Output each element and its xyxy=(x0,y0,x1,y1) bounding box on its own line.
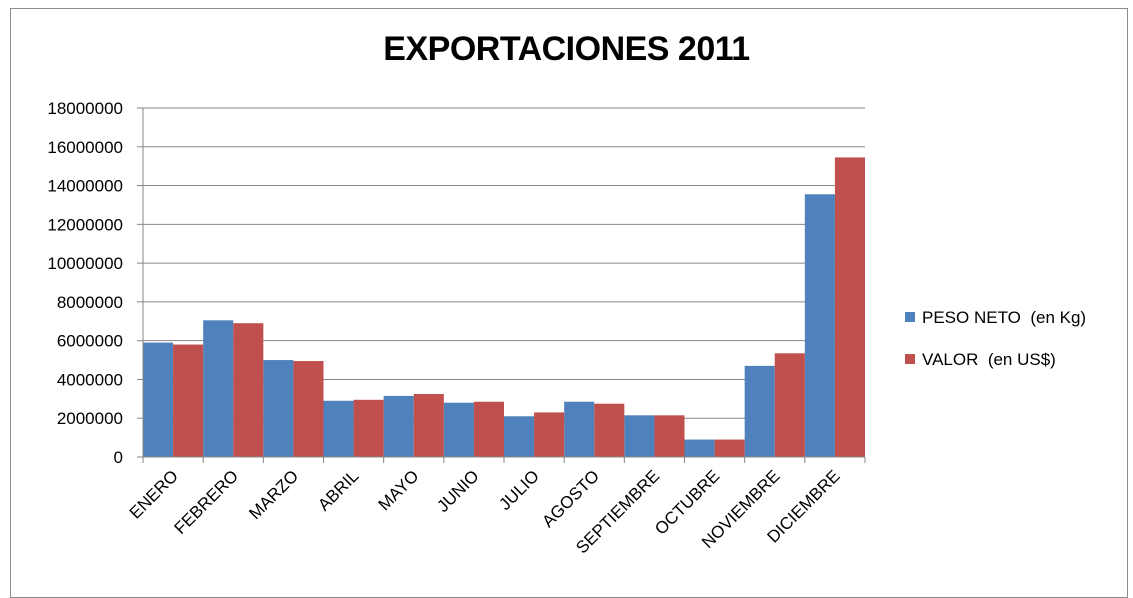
bar-peso-neto-agosto xyxy=(564,401,595,457)
bar-peso-neto-mayo xyxy=(383,395,414,457)
legend-swatch-valor xyxy=(905,354,915,364)
bar-peso-neto-septiembre xyxy=(624,415,655,457)
bar-peso-neto-diciembre xyxy=(804,194,835,457)
x-tick-label: MARZO xyxy=(245,466,302,523)
y-axis-ticks: 0 2000000 4000000 6000000 8000000 10000000 120… xyxy=(47,99,123,467)
y-tick-label: 0 xyxy=(114,448,123,467)
bar-peso-neto-julio xyxy=(504,416,535,457)
y-tick-label: 14000000 xyxy=(47,177,123,196)
bar-peso-neto-enero xyxy=(143,342,174,457)
bar-valor-julio xyxy=(534,412,565,457)
bar-peso-neto-marzo xyxy=(263,360,294,457)
bar-valor-febrero xyxy=(233,323,264,457)
y-tick-label: 16000000 xyxy=(47,138,123,157)
chart-title: EXPORTACIONES 2011 xyxy=(383,30,750,68)
y-tick-label: 2000000 xyxy=(57,409,123,428)
x-tick-label: JULIO xyxy=(495,466,543,514)
bar-valor-marzo xyxy=(293,361,324,457)
y-tick-label: 8000000 xyxy=(57,293,123,312)
x-tick-label: ENERO xyxy=(126,466,182,522)
legend-label-valor: VALOR (en US$) xyxy=(922,350,1056,369)
bar-valor-mayo xyxy=(413,393,444,457)
axes xyxy=(137,107,866,463)
bars xyxy=(143,157,865,458)
bar-valor-septiembre xyxy=(654,415,685,457)
bar-valor-diciembre xyxy=(834,157,865,458)
bar-valor-abril xyxy=(353,399,384,457)
bar-peso-neto-febrero xyxy=(203,320,234,457)
bar-valor-enero xyxy=(173,344,204,457)
bar-peso-neto-junio xyxy=(443,402,474,457)
y-tick-label: 4000000 xyxy=(57,370,123,389)
chart-frame xyxy=(10,8,1128,598)
y-tick-label: 12000000 xyxy=(47,215,123,234)
bar-peso-neto-noviembre xyxy=(744,365,775,457)
legend: PESO NETO (en Kg) VALOR (en US$) xyxy=(905,308,1086,369)
bar-valor-noviembre xyxy=(774,353,805,457)
bar-valor-junio xyxy=(473,401,504,457)
bar-valor-octubre xyxy=(714,439,745,457)
x-tick-label: AGOSTO xyxy=(538,466,603,531)
y-tick-label: 10000000 xyxy=(47,254,123,273)
y-tick-label: 18000000 xyxy=(47,99,123,118)
bar-peso-neto-octubre xyxy=(684,439,715,457)
legend-swatch-peso-neto xyxy=(905,312,915,322)
x-tick-label: JUNIO xyxy=(433,466,482,515)
x-tick-label: ABRIL xyxy=(314,466,362,514)
y-tick-label: 6000000 xyxy=(57,332,123,351)
bar-peso-neto-abril xyxy=(323,400,354,457)
x-tick-label: MAYO xyxy=(375,466,423,514)
legend-label-peso-neto: PESO NETO (en Kg) xyxy=(922,308,1086,327)
bar-valor-agosto xyxy=(594,403,625,457)
x-tick-label: FEBRERO xyxy=(171,466,243,538)
